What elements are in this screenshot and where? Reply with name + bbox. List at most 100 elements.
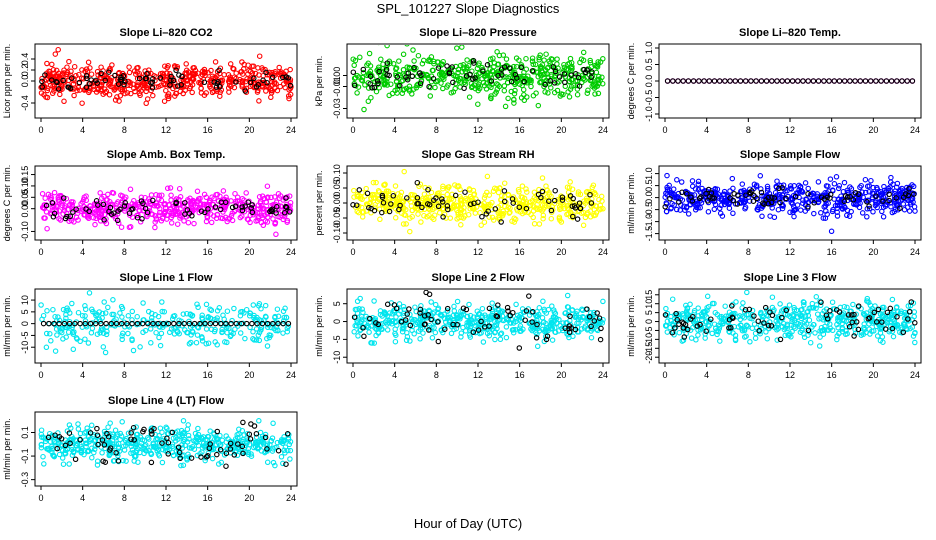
data-point <box>662 312 669 318</box>
x-tick-label: 24 <box>286 247 296 257</box>
data-point <box>361 333 367 340</box>
data-point <box>150 320 156 327</box>
data-point <box>458 214 465 221</box>
data-point <box>468 80 475 87</box>
data-point <box>551 74 558 80</box>
data-point <box>898 324 904 331</box>
data-point <box>417 80 424 87</box>
data-point <box>44 308 50 314</box>
data-point <box>438 76 444 82</box>
data-point <box>535 191 542 198</box>
data-point <box>366 329 372 335</box>
y-axis-label: kPa per min. <box>314 56 324 107</box>
data-point <box>768 323 775 329</box>
data-point <box>125 330 131 337</box>
data-point <box>285 320 292 327</box>
data-point <box>417 70 423 76</box>
data-point <box>56 215 62 222</box>
data-point <box>377 216 383 223</box>
series-hourly <box>43 195 293 224</box>
data-point <box>407 311 413 318</box>
data-point <box>198 208 205 214</box>
data-point <box>352 306 359 313</box>
data-point <box>492 319 498 325</box>
data-point <box>98 320 104 327</box>
data-point <box>249 202 255 208</box>
data-point <box>811 200 817 206</box>
data-point <box>176 72 182 78</box>
data-point <box>168 220 175 226</box>
data-point <box>233 79 239 85</box>
data-point <box>765 201 772 207</box>
data-point <box>599 74 605 81</box>
data-point <box>834 336 840 343</box>
data-point <box>501 87 508 94</box>
data-point <box>255 332 262 338</box>
series-hourly <box>662 185 917 212</box>
data-point <box>839 320 845 327</box>
data-point <box>264 82 271 89</box>
data-point <box>394 201 401 208</box>
data-point <box>411 331 417 337</box>
data-point <box>439 206 446 212</box>
data-point <box>674 177 680 183</box>
data-point <box>596 196 602 203</box>
data-point <box>880 339 886 345</box>
data-point <box>593 83 599 90</box>
data-point <box>777 301 783 307</box>
data-point <box>101 217 107 223</box>
data-point <box>160 320 167 327</box>
data-point <box>382 181 388 188</box>
data-point <box>792 206 799 213</box>
data-point <box>521 97 528 104</box>
data-point <box>844 304 850 311</box>
data-point <box>536 221 543 227</box>
data-point <box>275 313 282 320</box>
x-tick-label: 16 <box>203 370 213 380</box>
data-point <box>47 69 53 75</box>
data-point <box>79 67 85 73</box>
x-tick-label: 0 <box>38 493 43 503</box>
data-point <box>162 200 168 207</box>
data-point <box>484 62 491 68</box>
data-point <box>217 206 224 213</box>
y-tick-label: -0.03 <box>332 98 342 119</box>
data-point <box>518 64 525 71</box>
data-point <box>249 320 255 327</box>
data-point <box>203 326 210 332</box>
data-point <box>904 78 910 84</box>
data-point <box>457 62 464 69</box>
data-point <box>679 338 685 344</box>
data-point <box>441 311 447 318</box>
data-point <box>797 329 804 335</box>
data-point <box>256 337 263 344</box>
data-point <box>784 321 791 328</box>
data-point <box>588 200 595 206</box>
data-point <box>394 90 400 96</box>
y-tick-label: -10 <box>644 333 654 346</box>
data-point <box>562 79 568 86</box>
data-point <box>711 195 717 201</box>
data-point <box>392 330 398 337</box>
data-point <box>79 100 85 106</box>
data-point <box>852 326 858 333</box>
data-point <box>703 328 709 334</box>
data-point <box>546 201 552 207</box>
data-point <box>428 299 434 305</box>
data-point <box>129 320 135 327</box>
data-point <box>373 179 379 186</box>
data-point <box>182 327 188 333</box>
x-tick-label: 4 <box>704 370 709 380</box>
data-point <box>78 75 85 81</box>
data-point <box>773 324 780 330</box>
points-group <box>350 45 606 113</box>
data-point <box>39 78 45 85</box>
data-point <box>791 213 797 220</box>
data-point <box>545 306 552 313</box>
data-point <box>86 290 93 296</box>
data-point <box>273 231 279 238</box>
data-point <box>708 190 715 196</box>
data-point <box>470 58 477 64</box>
data-point <box>224 308 231 314</box>
